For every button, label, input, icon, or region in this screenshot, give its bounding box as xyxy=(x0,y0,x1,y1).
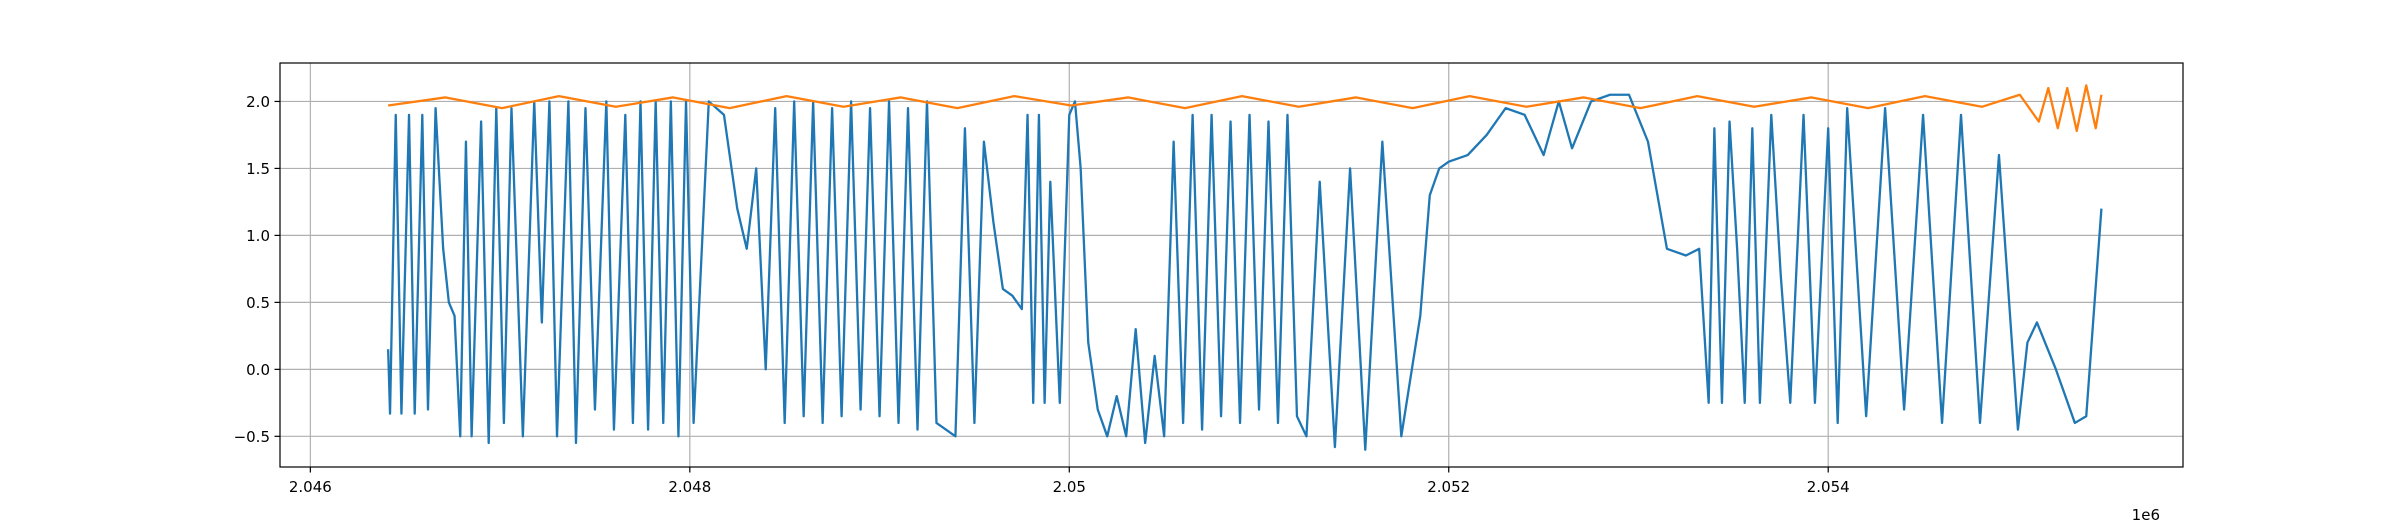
y-tick-label: 1.0 xyxy=(246,227,270,245)
x-tick-label: 2.054 xyxy=(1807,478,1850,496)
y-tick-label: 1.5 xyxy=(246,160,270,178)
x-tick-label: 2.048 xyxy=(668,478,711,496)
y-tick-label: 0.5 xyxy=(246,294,270,312)
line-series xyxy=(387,93,2103,451)
y-tick-label: 0.0 xyxy=(246,361,270,379)
y-tick-label: 2.0 xyxy=(246,93,270,111)
x-offset-label: 1e6 xyxy=(2132,506,2160,524)
x-tick-label: 2.052 xyxy=(1427,478,1470,496)
x-tick-label: 2.046 xyxy=(289,478,332,496)
line-series xyxy=(387,84,2103,133)
y-tick-label: −0.5 xyxy=(234,428,270,446)
axes-frame xyxy=(279,62,2184,468)
x-tick-label: 2.05 xyxy=(1053,478,1086,496)
